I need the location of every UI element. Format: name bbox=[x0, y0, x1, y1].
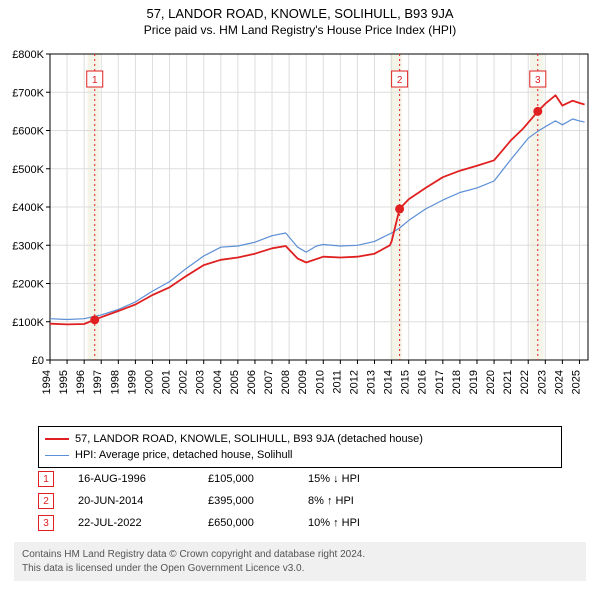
sale-pct-vs-hpi: 15% ↓ HPI bbox=[308, 473, 428, 485]
svg-text:2015: 2015 bbox=[400, 370, 412, 394]
footer-line1: Contains HM Land Registry data © Crown c… bbox=[22, 548, 578, 562]
svg-text:1996: 1996 bbox=[75, 370, 87, 394]
sale-badge: 3 bbox=[38, 515, 54, 531]
legend-item-hpi: HPI: Average price, detached house, Soli… bbox=[45, 447, 555, 463]
svg-text:2017: 2017 bbox=[434, 370, 446, 394]
svg-text:£100K: £100K bbox=[12, 317, 44, 329]
sale-row: 2 20-JUN-2014 £395,000 8% ↑ HPI bbox=[38, 490, 562, 512]
svg-text:£800K: £800K bbox=[12, 49, 44, 61]
sale-price: £105,000 bbox=[208, 473, 308, 485]
svg-text:£600K: £600K bbox=[12, 126, 44, 138]
svg-text:2004: 2004 bbox=[212, 370, 224, 394]
sale-row: 1 16-AUG-1996 £105,000 15% ↓ HPI bbox=[38, 468, 562, 490]
svg-text:3: 3 bbox=[535, 75, 541, 86]
svg-text:1999: 1999 bbox=[126, 370, 138, 394]
svg-text:2022: 2022 bbox=[519, 370, 531, 394]
legend-item-property: 57, LANDOR ROAD, KNOWLE, SOLIHULL, B93 9… bbox=[45, 431, 555, 447]
svg-text:2024: 2024 bbox=[553, 370, 565, 394]
sale-date: 20-JUN-2014 bbox=[78, 495, 208, 507]
sale-list: 1 16-AUG-1996 £105,000 15% ↓ HPI 2 20-JU… bbox=[38, 468, 562, 534]
svg-text:2014: 2014 bbox=[383, 370, 395, 394]
sale-price: £650,000 bbox=[208, 517, 308, 529]
svg-text:2023: 2023 bbox=[536, 370, 548, 394]
chart-title-sub: Price paid vs. HM Land Registry's House … bbox=[0, 21, 600, 37]
svg-text:2019: 2019 bbox=[468, 370, 480, 394]
chart-svg: £0 £100K £200K £300K £400K £500K £600K £700K £80… bbox=[0, 48, 600, 418]
svg-text:2016: 2016 bbox=[417, 370, 429, 394]
svg-text:2002: 2002 bbox=[178, 370, 190, 394]
svg-text:£400K: £400K bbox=[12, 202, 44, 214]
svg-text:£200K: £200K bbox=[12, 279, 44, 291]
svg-text:1997: 1997 bbox=[92, 370, 104, 394]
legend-label-hpi: HPI: Average price, detached house, Soli… bbox=[75, 449, 293, 461]
sale-pct-vs-hpi: 8% ↑ HPI bbox=[308, 495, 428, 507]
svg-text:£300K: £300K bbox=[12, 240, 44, 252]
svg-text:2001: 2001 bbox=[161, 370, 173, 394]
legend-swatch-hpi bbox=[45, 455, 69, 456]
svg-text:2008: 2008 bbox=[280, 370, 292, 394]
price-chart: £0 £100K £200K £300K £400K £500K £600K £700K £80… bbox=[0, 48, 600, 418]
svg-text:2013: 2013 bbox=[366, 370, 378, 394]
svg-text:2000: 2000 bbox=[143, 370, 155, 394]
svg-text:£0: £0 bbox=[32, 355, 44, 367]
sale-row: 3 22-JUL-2022 £650,000 10% ↑ HPI bbox=[38, 512, 562, 534]
footer-line2: This data is licensed under the Open Gov… bbox=[22, 562, 578, 576]
svg-text:£700K: £700K bbox=[12, 87, 44, 99]
svg-text:1998: 1998 bbox=[109, 370, 121, 394]
svg-text:2009: 2009 bbox=[297, 370, 309, 394]
sale-badge: 1 bbox=[38, 471, 54, 487]
svg-text:1: 1 bbox=[92, 75, 98, 86]
license-footer: Contains HM Land Registry data © Crown c… bbox=[14, 542, 586, 581]
chart-title-address: 57, LANDOR ROAD, KNOWLE, SOLIHULL, B93 9… bbox=[0, 0, 600, 21]
svg-text:2021: 2021 bbox=[502, 370, 514, 394]
legend-swatch-property bbox=[45, 438, 69, 440]
svg-text:1995: 1995 bbox=[58, 370, 70, 394]
svg-text:1994: 1994 bbox=[41, 370, 53, 394]
svg-text:2007: 2007 bbox=[263, 370, 275, 394]
sale-badge: 2 bbox=[38, 493, 54, 509]
svg-text:2012: 2012 bbox=[348, 370, 360, 394]
legend: 57, LANDOR ROAD, KNOWLE, SOLIHULL, B93 9… bbox=[38, 426, 562, 468]
sale-date: 16-AUG-1996 bbox=[78, 473, 208, 485]
svg-text:2025: 2025 bbox=[570, 370, 582, 394]
svg-text:2010: 2010 bbox=[314, 370, 326, 394]
svg-text:2003: 2003 bbox=[195, 370, 207, 394]
svg-text:2006: 2006 bbox=[246, 370, 258, 394]
svg-text:2: 2 bbox=[397, 75, 403, 86]
svg-text:2005: 2005 bbox=[229, 370, 241, 394]
sale-price: £395,000 bbox=[208, 495, 308, 507]
svg-text:£500K: £500K bbox=[12, 164, 44, 176]
svg-text:2018: 2018 bbox=[451, 370, 463, 394]
sale-date: 22-JUL-2022 bbox=[78, 517, 208, 529]
sale-pct-vs-hpi: 10% ↑ HPI bbox=[308, 517, 428, 529]
legend-label-property: 57, LANDOR ROAD, KNOWLE, SOLIHULL, B93 9… bbox=[75, 433, 423, 445]
svg-text:2011: 2011 bbox=[331, 370, 343, 394]
svg-text:2020: 2020 bbox=[485, 370, 497, 394]
